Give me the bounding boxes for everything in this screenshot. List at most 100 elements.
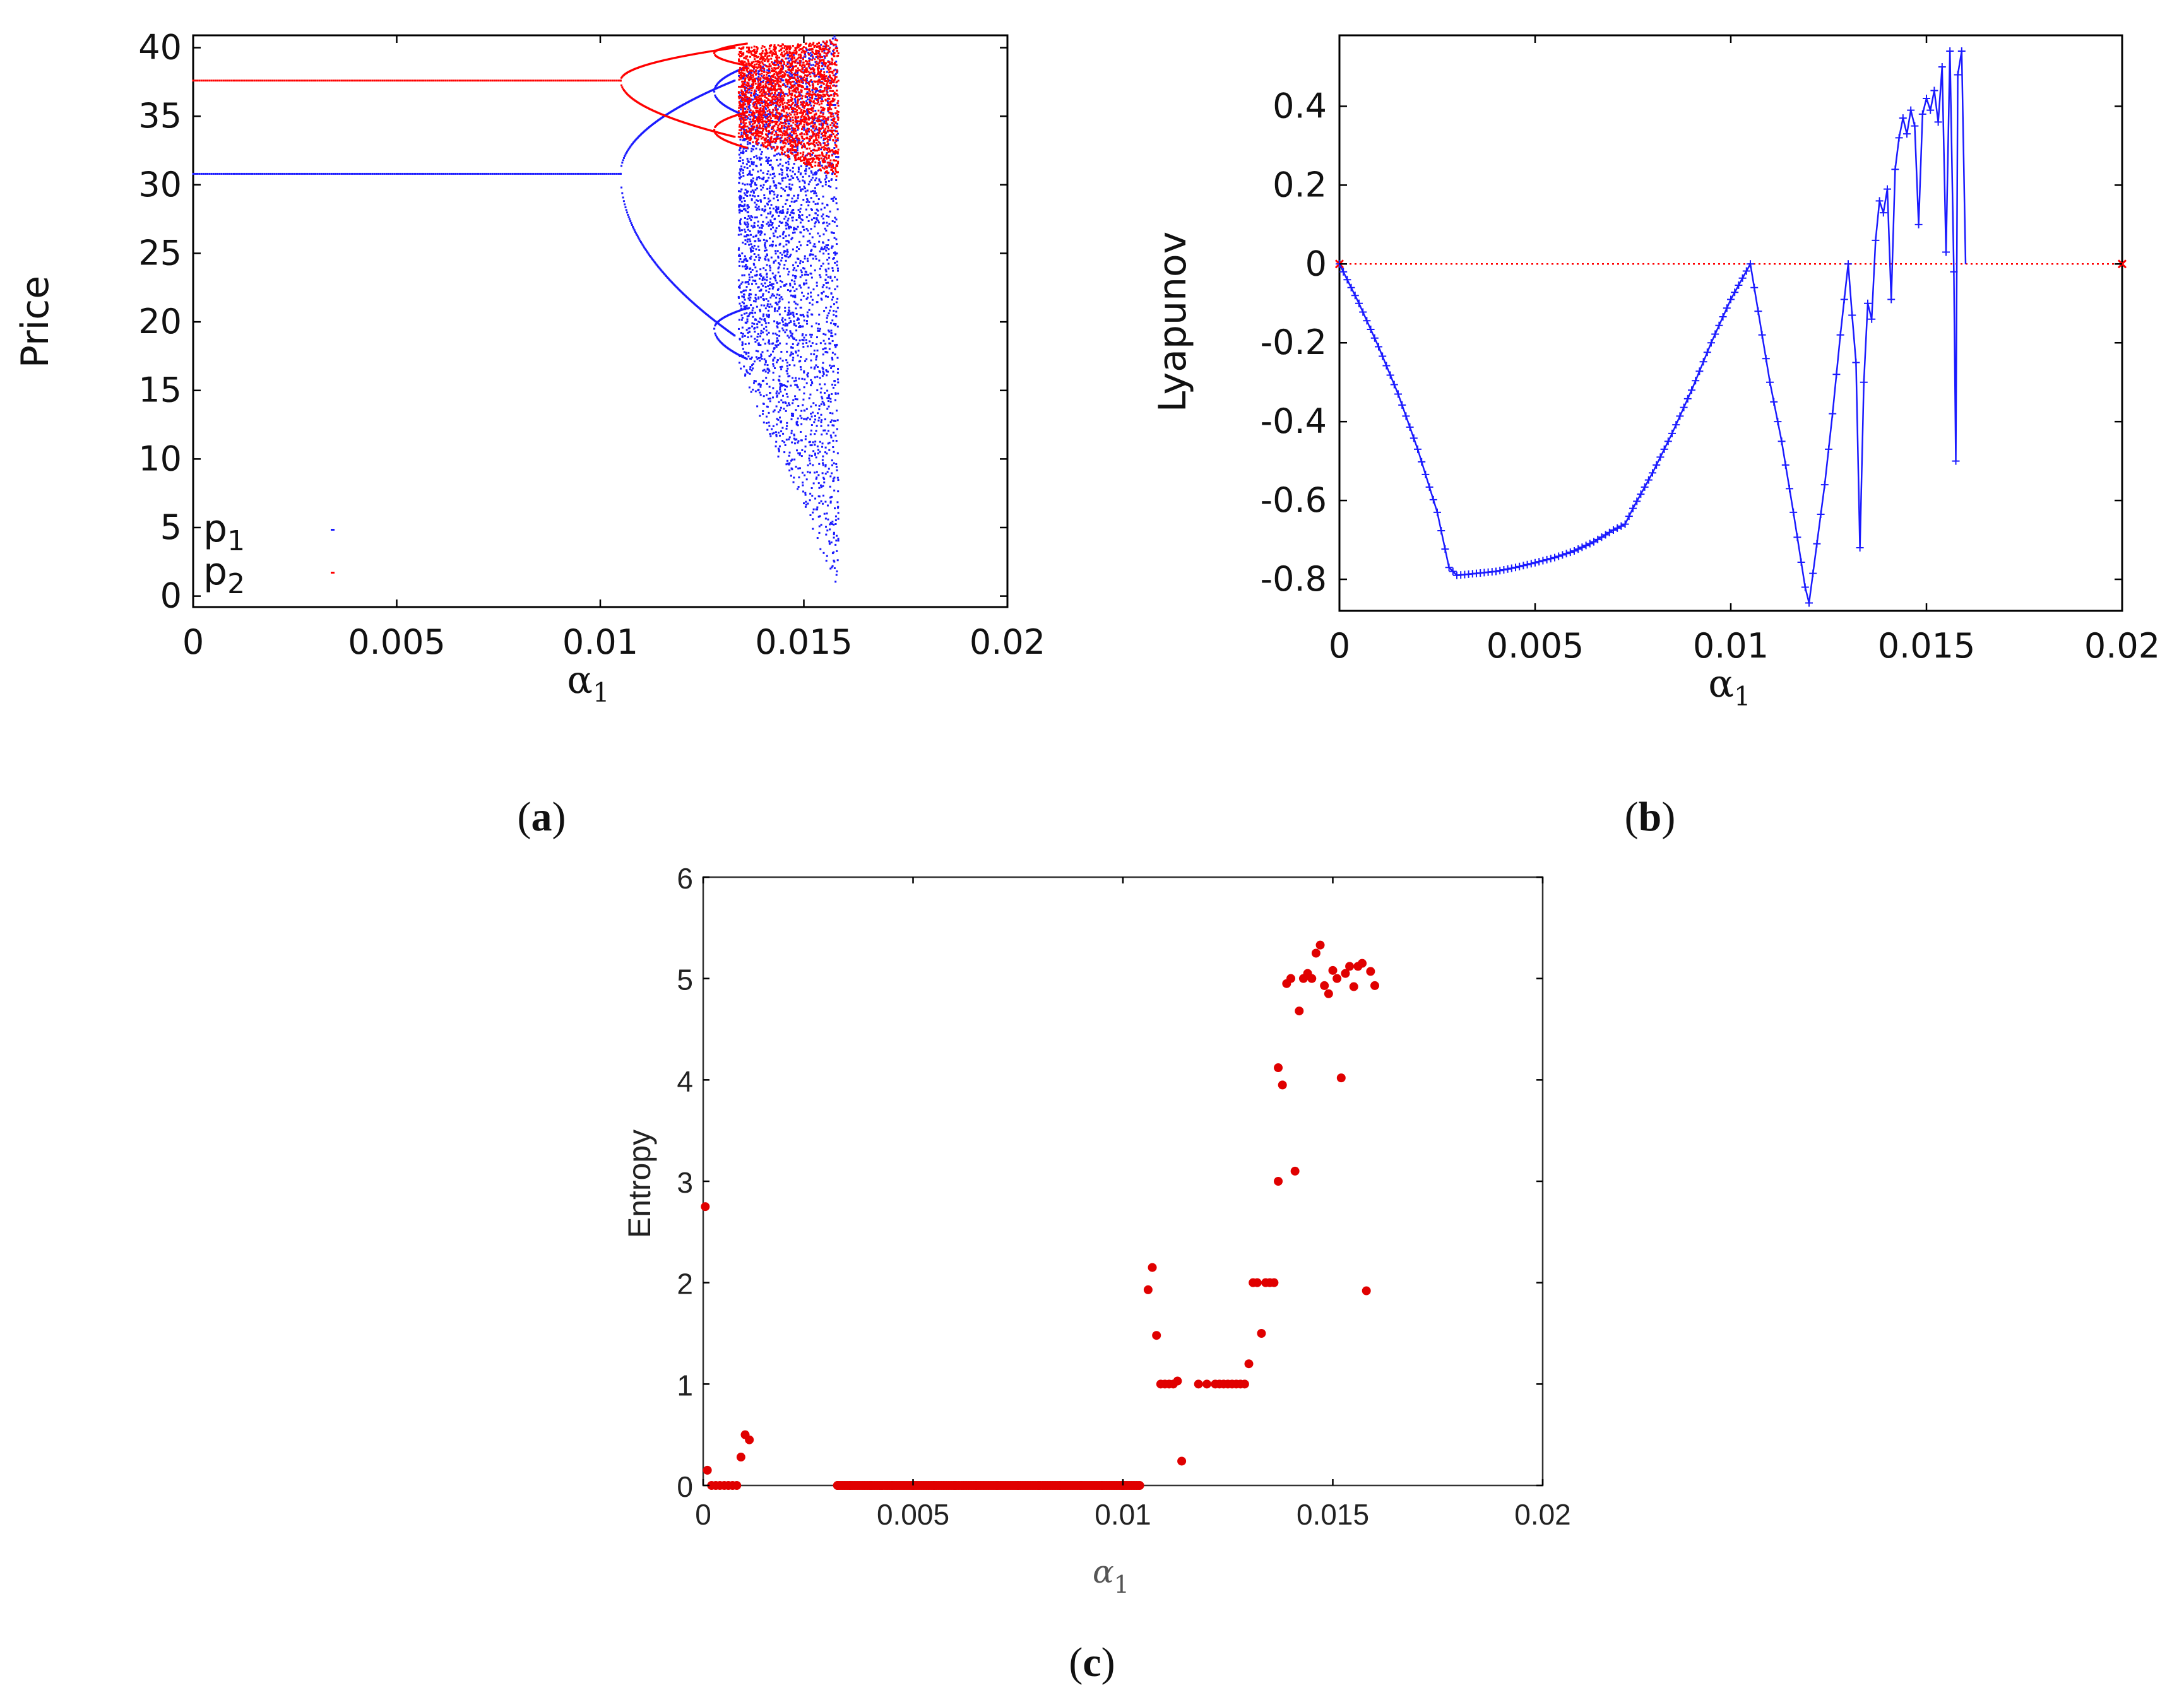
p1-point [434,172,437,175]
p1-point [766,305,769,307]
p1-point [759,199,762,202]
p1-point [808,397,810,399]
p1-point [797,170,800,173]
p1-point [418,172,420,175]
p1-point [790,415,793,417]
p1-point [795,421,798,423]
p1-point [764,111,766,114]
p1-point [809,444,812,447]
p1-point [780,259,783,262]
p1-point [790,475,792,477]
p1-point [832,370,834,373]
p2-point [812,160,814,162]
p2-point [788,54,791,57]
p1-point [820,265,822,268]
p1-point [622,156,625,159]
p2-point [798,59,801,62]
p1-point [809,514,812,516]
p1-point [828,287,831,290]
p1-point [835,179,838,181]
p1-point [809,73,811,76]
p1-point [752,148,754,151]
p1-point [833,196,836,199]
p1-point [271,172,274,175]
p1-point [744,257,747,260]
p1-point [785,240,788,242]
p2-point [837,148,840,151]
p1-point [775,208,778,210]
p1-point [744,203,746,206]
p1-point [835,156,838,158]
p1-point [793,72,796,74]
p1-point [804,255,806,257]
p1-point [834,252,837,255]
p1-point [624,206,627,209]
p2-point [745,118,748,121]
p2-point [196,80,198,82]
p1-point [806,198,809,201]
p1-point [800,369,802,371]
p2-point [788,100,790,103]
p1-point [758,259,761,261]
p1-point [786,173,788,175]
p2-point [808,163,810,166]
p1-point [740,367,742,370]
p2-point [775,114,778,117]
p1-point [828,397,830,399]
p1-point [818,314,821,316]
p1-point [818,502,821,504]
p1-point [738,153,740,156]
p2-point [526,80,528,82]
p1-point [774,302,777,304]
p2-point [748,91,751,93]
p2-point [605,80,608,82]
p1-point [831,419,833,422]
p1-point [812,201,815,203]
p1-point [789,284,792,286]
p1-point [783,254,786,257]
p1-point [788,271,790,273]
p1-point [786,463,789,465]
p1-point [829,500,832,503]
p2-point [752,103,754,105]
p1-point [819,328,821,330]
p2-point [448,80,451,82]
p1-point [834,68,836,71]
p1-point [810,179,812,181]
p1-point [763,278,766,281]
p1-point [778,266,780,269]
p1-point [749,276,751,279]
p1-point [752,235,755,238]
p1-point [741,343,744,345]
p2-point [794,61,797,64]
p1-point [819,276,822,278]
p1-point [810,336,812,338]
p1-point [483,172,485,175]
p1-point [749,288,752,291]
p1-point [791,134,793,136]
p1-point [758,321,761,324]
p1-point [292,172,294,175]
p1-point [776,322,778,324]
p2-point [194,80,196,82]
p1-point [746,240,749,243]
p1-point [499,172,502,175]
p1-point [790,351,793,353]
p1-point [822,464,824,466]
p1-point [481,172,484,175]
p1-point [804,435,807,438]
p2-point [283,80,286,82]
p1-point [762,109,764,112]
p1-point [750,335,752,338]
p1-point [743,138,745,141]
p2-point [365,80,367,82]
p1-point [753,264,756,266]
p1-point [815,56,817,59]
p2-point [581,80,583,82]
p2-point [609,80,612,82]
p1-point [753,70,756,73]
p1-point [638,238,641,240]
p2-point [826,40,828,43]
p2-point [739,76,741,79]
p1-point [771,221,774,224]
